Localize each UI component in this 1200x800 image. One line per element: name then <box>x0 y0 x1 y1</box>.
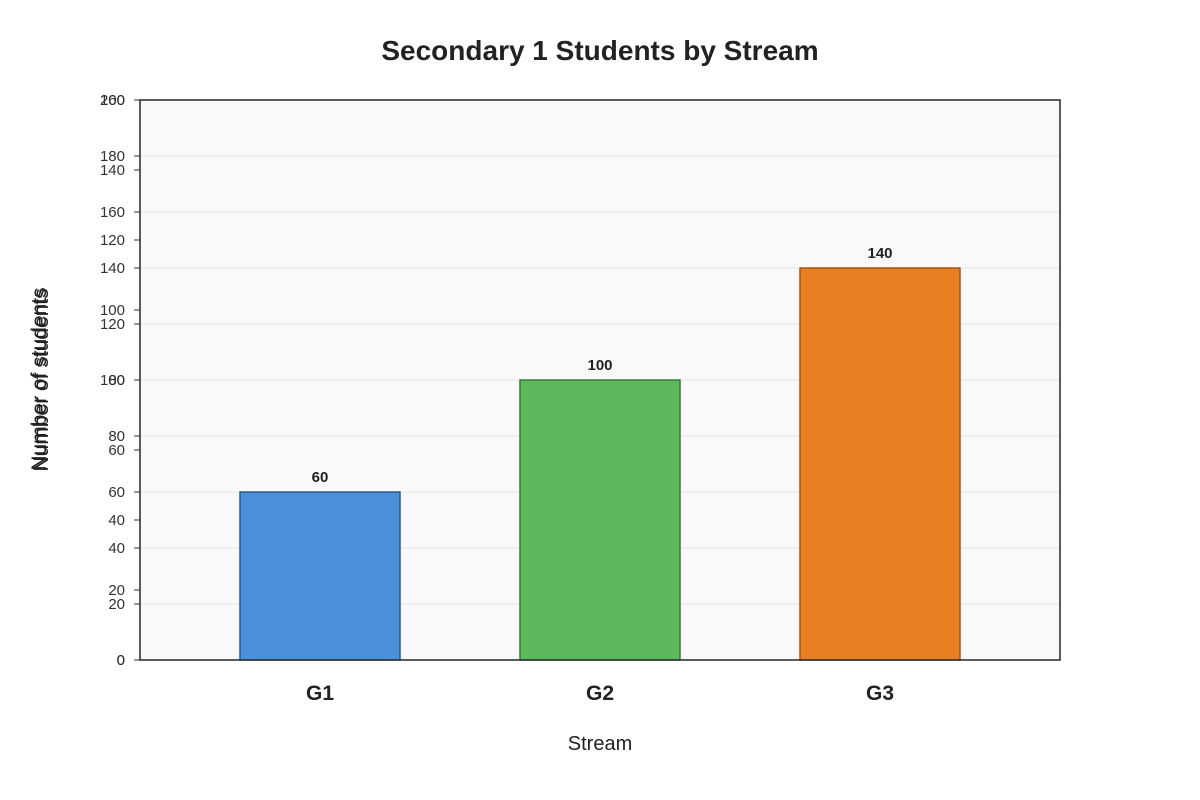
data-label-g2: 100 <box>587 357 612 374</box>
y-tick-label-secondary: 40 <box>108 512 125 529</box>
bar-g1 <box>239 491 401 661</box>
y-tick-label: 120 <box>100 316 125 333</box>
y-tick-label: 20 <box>108 596 125 613</box>
y-tick-label: 180 <box>100 148 125 165</box>
y-axis-label-ghost: Number of students <box>28 287 51 470</box>
y-tick-label: 200 <box>100 92 125 109</box>
x-tick-label-g2: G2 <box>586 682 614 705</box>
y-tick-label-secondary: 80 <box>108 372 125 389</box>
x-axis-ticks: G1 G2 G3 <box>306 682 894 705</box>
y-tick-label: 0 <box>117 652 125 669</box>
y-tick-label: 60 <box>108 484 125 501</box>
y-tick-label: 160 <box>100 204 125 221</box>
y-tick-label-secondary: 160 <box>100 92 125 109</box>
y-tick-label-secondary: 100 <box>100 302 125 319</box>
data-label-g1: 60 <box>312 469 329 486</box>
chart-title: Secondary 1 Students by Stream <box>381 35 818 66</box>
y-tick-label: 140 <box>100 260 125 277</box>
y-tick-label-secondary: 140 <box>100 162 125 179</box>
data-label-g3: 140 <box>867 245 892 262</box>
y-tick-label: 80 <box>108 428 125 445</box>
y-tick-label-secondary: 20 <box>108 582 125 599</box>
data-labels: 60 100 140 <box>312 245 893 486</box>
y-tick-label-secondary: 0 <box>117 652 125 669</box>
x-tick-label-g3: G3 <box>866 682 894 705</box>
bar-g3 <box>799 267 961 661</box>
bar-g2 <box>519 379 681 661</box>
x-axis-label: Stream <box>568 733 632 755</box>
y-tick-label-secondary: 120 <box>100 232 125 249</box>
y-tick-label: 40 <box>108 540 125 557</box>
x-tick-label-g1: G1 <box>306 682 334 705</box>
y-axis-label: Number of students <box>30 288 53 471</box>
y-tick-label: 100 <box>100 372 125 389</box>
y-tick-label-secondary: 60 <box>108 442 125 459</box>
bars <box>239 267 961 661</box>
